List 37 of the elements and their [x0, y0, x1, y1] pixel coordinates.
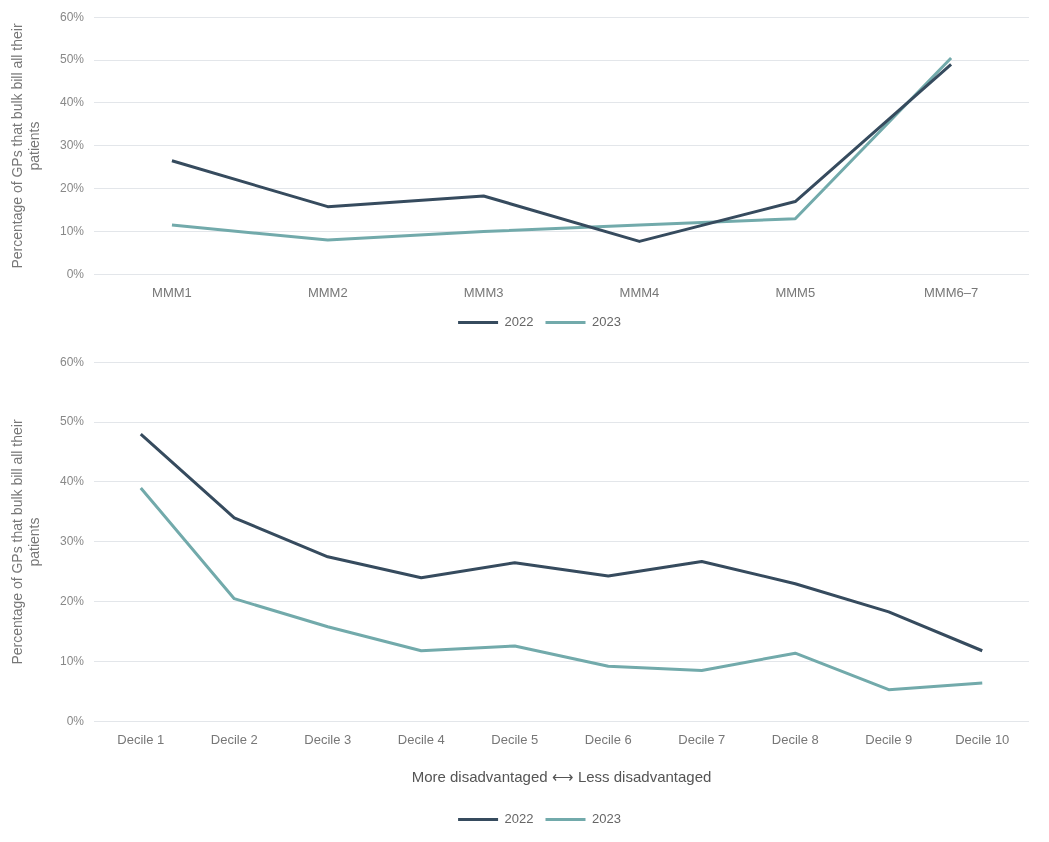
x-tick-label: MMM6–7 [923, 284, 979, 300]
x-tick-label: Decile 6 [584, 731, 632, 747]
x-tick-label: MMM3 [463, 284, 504, 300]
y-tick-label: 10% [59, 223, 85, 238]
x-tick-label: MMM2 [307, 284, 348, 300]
y-tick-label: 20% [59, 593, 85, 608]
y-tick-label: 50% [59, 414, 85, 429]
x-axis-title: More disadvantaged ⟷ Less disadvantaged [411, 768, 712, 786]
y-tick-label: 30% [59, 138, 85, 153]
y-axis-title: Percentage of GPs that bulk bill all their patients [9, 418, 43, 667]
x-tick-label: Decile 8 [771, 731, 819, 747]
legend-label: 2022 [504, 811, 534, 827]
y-tick-label: 40% [59, 474, 85, 489]
y-tick-label: 10% [59, 653, 85, 668]
x-tick-label: MMM4 [619, 284, 660, 300]
x-tick-label: Decile 7 [678, 731, 726, 747]
x-tick-label: Decile 3 [304, 731, 352, 747]
x-tick-label: Decile 10 [955, 731, 1010, 747]
y-tick-label: 0% [66, 713, 85, 728]
x-tick-label: Decile 9 [865, 731, 913, 747]
legend-label: 2022 [504, 314, 534, 330]
y-tick-label: 60% [59, 9, 85, 24]
x-tick-label: MMM5 [775, 284, 816, 300]
y-axis-title: Percentage of GPs that bulk bill all their patients [9, 22, 43, 271]
y-tick-label: 60% [59, 354, 85, 369]
x-tick-label: Decile 5 [491, 731, 539, 747]
y-tick-label: 30% [59, 534, 85, 549]
x-tick-label: Decile 1 [117, 731, 165, 747]
legend-label: 2023 [592, 314, 621, 330]
y-tick-label: 0% [66, 266, 85, 281]
x-tick-label: Decile 4 [397, 731, 445, 747]
x-tick-label: Decile 2 [210, 731, 258, 747]
y-tick-label: 20% [59, 180, 85, 195]
y-tick-label: 50% [59, 52, 85, 67]
y-tick-label: 40% [59, 95, 85, 110]
x-tick-label: MMM1 [152, 284, 192, 300]
legend-label: 2023 [592, 811, 621, 827]
